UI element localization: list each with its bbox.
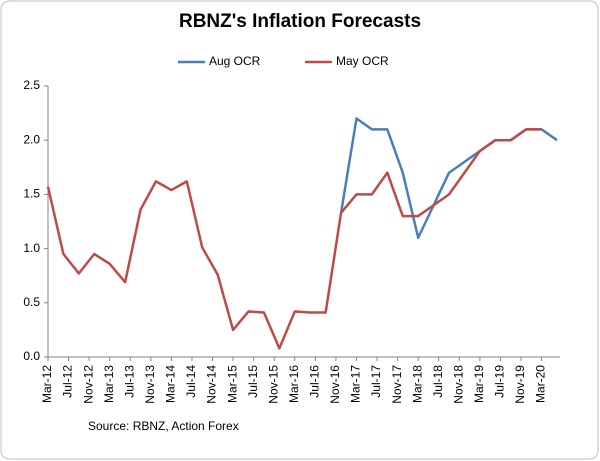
y-tick-label: 2.5 [23,78,40,92]
source-note: Source: RBNZ, Action Forex [88,419,239,433]
x-tick-label: Nov-17 [390,365,404,404]
x-tick-label: Nov-15 [266,365,280,404]
x-tick-label: Nov-18 [451,365,465,404]
x-tick-label: Nov-16 [328,365,342,404]
series-line [46,128,542,350]
x-tick-label: Nov-19 [513,365,527,404]
x-tick-label: Jul-17 [369,365,383,398]
x-tick-label: Mar-13 [102,365,116,403]
x-tick-label: Mar-17 [349,365,363,403]
x-tick-label: Jul-13 [122,365,136,398]
x-tick-label: Mar-19 [472,365,486,403]
x-tick-label: Mar-12 [40,365,54,403]
x-tick-label: Nov-12 [81,365,95,404]
y-tick-label: 1.0 [23,241,40,255]
y-tick-label: 0.5 [23,295,40,309]
x-tick-label: Mar-16 [287,365,301,403]
y-tick-label: 0.0 [23,349,40,363]
y-tick-label: 2.0 [23,132,40,146]
x-tick-label: Jul-14 [184,365,198,398]
y-tick-label: 1.5 [23,187,40,201]
x-tick-label: Mar-14 [164,365,178,403]
legend-label: Aug OCR [209,54,261,68]
x-tick-label: Jul-16 [308,365,322,398]
x-tick-label: Jul-15 [246,365,260,398]
x-tick-label: Nov-13 [143,365,157,404]
x-tick-label: Mar-20 [534,365,548,403]
x-tick-label: Mar-18 [410,365,424,403]
x-tick-label: Jul-12 [61,365,75,398]
x-tick-label: Jul-19 [493,365,507,398]
x-tick-label: Mar-15 [225,365,239,403]
chart-title: RBNZ's Inflation Forecasts [179,11,421,32]
x-tick-label: Jul-18 [431,365,445,398]
x-tick-label: Nov-14 [205,365,219,404]
legend-label: May OCR [336,54,389,68]
